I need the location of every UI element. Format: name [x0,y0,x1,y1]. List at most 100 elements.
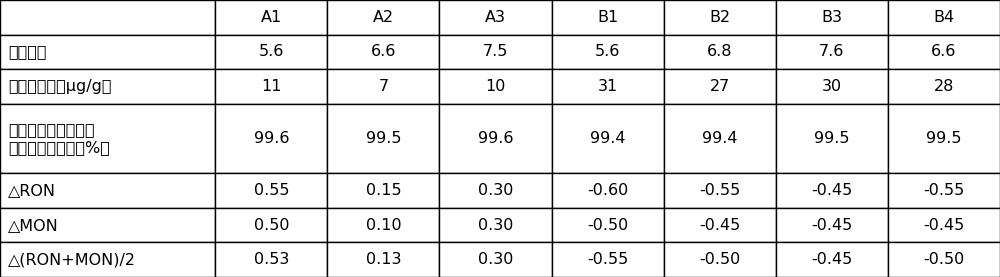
Bar [0,0,215,35]
Text: -0.50: -0.50 [923,252,965,267]
Bar [327,208,439,242]
Text: 5.6: 5.6 [259,44,284,60]
Text: 6.6: 6.6 [931,44,957,60]
Text: 产品汽油的收率（%）: 产品汽油的收率（%） [8,140,110,155]
Text: -0.50: -0.50 [699,252,740,267]
Text: △RON: △RON [8,183,56,198]
Bar [888,35,1000,69]
Bar [664,0,776,35]
Text: 产品硫含量（μg/g）: 产品硫含量（μg/g） [8,79,112,94]
Text: -0.55: -0.55 [699,183,740,198]
Bar [215,242,327,277]
Bar [0,208,215,242]
Bar [664,242,776,277]
Bar [215,104,327,173]
Text: 99.6: 99.6 [478,131,513,146]
Bar [776,0,888,35]
Bar [552,242,664,277]
Text: 6.6: 6.6 [371,44,396,60]
Bar [215,173,327,208]
Bar [327,0,439,35]
Bar [664,35,776,69]
Bar [439,208,552,242]
Bar [0,242,215,277]
Bar [552,173,664,208]
Text: 6.8: 6.8 [707,44,732,60]
Bar [552,104,664,173]
Text: -0.45: -0.45 [699,217,740,233]
Text: B2: B2 [709,10,730,25]
Text: -0.45: -0.45 [923,217,965,233]
Bar [439,69,552,104]
Bar [327,173,439,208]
Bar [776,35,888,69]
Text: -0.45: -0.45 [811,217,852,233]
Text: 99.5: 99.5 [814,131,850,146]
Bar [0,104,215,173]
Bar [439,173,552,208]
Text: A3: A3 [485,10,506,25]
Text: B1: B1 [597,10,618,25]
Text: 99.6: 99.6 [254,131,289,146]
Text: 0.10: 0.10 [366,217,401,233]
Text: 0.30: 0.30 [478,183,513,198]
Text: 磨损指数: 磨损指数 [8,44,46,60]
Bar [552,0,664,35]
Text: 11: 11 [261,79,282,94]
Text: 7.6: 7.6 [819,44,845,60]
Bar [888,242,1000,277]
Text: 0.50: 0.50 [254,217,289,233]
Bar [888,0,1000,35]
Text: 28: 28 [934,79,954,94]
Text: 99.4: 99.4 [702,131,737,146]
Text: 0.15: 0.15 [366,183,401,198]
Text: A1: A1 [261,10,282,25]
Text: 0.30: 0.30 [478,217,513,233]
Bar [776,242,888,277]
Text: 7.5: 7.5 [483,44,508,60]
Bar [776,208,888,242]
Bar [215,0,327,35]
Text: 0.13: 0.13 [366,252,401,267]
Bar [215,69,327,104]
Text: -0.45: -0.45 [811,252,852,267]
Text: -0.60: -0.60 [587,183,628,198]
Text: 99.5: 99.5 [366,131,401,146]
Bar [888,104,1000,173]
Bar [439,104,552,173]
Text: B4: B4 [933,10,955,25]
Text: B3: B3 [821,10,842,25]
Text: 27: 27 [710,79,730,94]
Bar [888,173,1000,208]
Text: 0.55: 0.55 [254,183,289,198]
Text: -0.55: -0.55 [923,183,965,198]
Bar [327,104,439,173]
Bar [888,69,1000,104]
Bar [327,35,439,69]
Bar [439,0,552,35]
Text: 99.4: 99.4 [590,131,625,146]
Bar [215,35,327,69]
Bar [888,208,1000,242]
Bar [0,69,215,104]
Text: 脱硫催化剂稳定后的: 脱硫催化剂稳定后的 [8,122,95,137]
Bar [664,69,776,104]
Bar [0,173,215,208]
Bar [552,35,664,69]
Text: △MON: △MON [8,217,59,233]
Text: -0.50: -0.50 [587,217,628,233]
Bar [664,208,776,242]
Text: 30: 30 [822,79,842,94]
Text: 99.5: 99.5 [926,131,962,146]
Bar [327,242,439,277]
Bar [0,35,215,69]
Bar [776,173,888,208]
Bar [664,104,776,173]
Text: 7: 7 [378,79,388,94]
Text: -0.45: -0.45 [811,183,852,198]
Bar [327,69,439,104]
Bar [552,69,664,104]
Bar [776,69,888,104]
Text: △(RON+MON)/2: △(RON+MON)/2 [8,252,136,267]
Bar [552,208,664,242]
